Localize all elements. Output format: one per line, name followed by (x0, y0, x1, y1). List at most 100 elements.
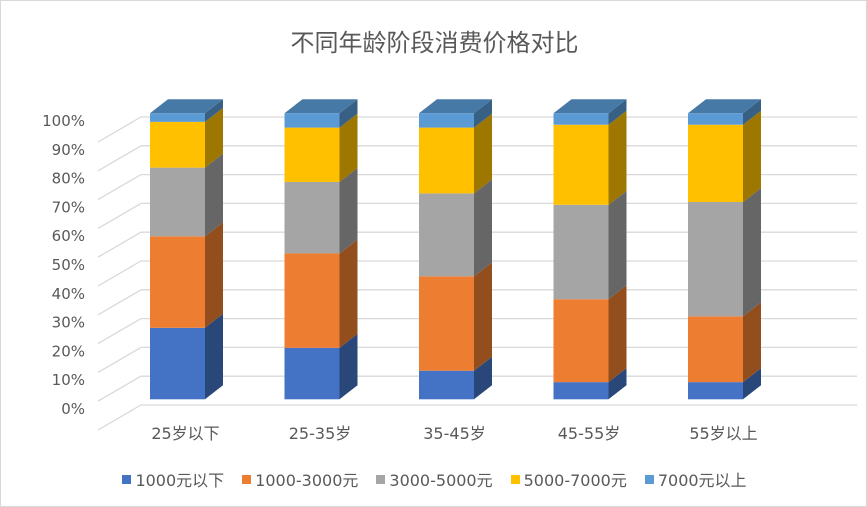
bar-segment-side (608, 190, 627, 300)
bar-segment-front (553, 382, 609, 400)
gridline-diagonal (97, 145, 142, 172)
bar-top-face (150, 99, 223, 114)
bar-segment-front (419, 276, 474, 371)
bar-segment-front (419, 113, 474, 128)
legend-swatch (510, 474, 520, 484)
legend-label: 1000-3000元 (255, 471, 359, 490)
legend-label: 1000元以下 (135, 471, 225, 490)
y-tick-label: 70% (52, 198, 85, 216)
x-category-label: 45-55岁 (558, 424, 621, 443)
x-category-label: 55岁以上 (689, 424, 757, 443)
bar-segment-side (743, 99, 761, 125)
bar-segment-side (608, 99, 627, 125)
x-category-label: 35-45岁 (423, 424, 486, 443)
y-tick-label: 60% (52, 227, 85, 245)
bar-top-face (553, 99, 627, 114)
legend-item: 1000-3000元 (242, 467, 358, 491)
bar-segment-side (743, 368, 761, 400)
bar-top-face (284, 99, 358, 114)
legend-label: 7000元以上 (657, 471, 747, 490)
bar-top-face (688, 99, 761, 114)
bar-segment-front (419, 370, 474, 400)
bar-segment-side (608, 110, 627, 205)
bar-segment-front (284, 113, 340, 128)
bar-segment-side (743, 302, 761, 383)
bar-segment-front (553, 124, 609, 205)
bar-segment-side (608, 285, 627, 383)
bar-segment-side (205, 99, 223, 122)
bar-segment-front (284, 347, 340, 400)
bar-segment-front (553, 204, 609, 300)
bar-segment-front (688, 382, 743, 400)
bar-segment-side (474, 179, 492, 277)
gridline-diagonal (97, 404, 142, 431)
bar-segment-front (150, 121, 205, 168)
bar-segment-side (339, 167, 358, 254)
bar-segment-side (474, 99, 492, 128)
legend-label: 3000-5000元 (389, 471, 493, 490)
bar-segment-side (205, 313, 223, 400)
bar-segment-front (688, 124, 743, 202)
legend-item: 7000元以上 (644, 467, 747, 491)
legend-item: 3000-5000元 (376, 467, 493, 491)
y-tick-label: 100% (42, 112, 85, 130)
gridline-diagonal (97, 346, 142, 373)
gridline-diagonal (97, 289, 142, 316)
bar-segment-front (688, 113, 743, 125)
gridline-diagonal (97, 202, 142, 229)
y-tick-label: 90% (52, 141, 85, 159)
bar-segment-front (688, 316, 743, 383)
bar-segment-front (150, 113, 205, 122)
y-tick-label: 50% (52, 256, 85, 274)
bar-segment-front (150, 327, 205, 400)
bar-segment-side (205, 107, 223, 168)
bar-segment-front (553, 113, 609, 125)
legend-swatch (122, 474, 132, 484)
bar-segment-side (743, 110, 761, 202)
legend-swatch (376, 474, 386, 484)
bar-segment-side (339, 99, 358, 128)
bar-segment-front (419, 193, 474, 277)
legend-label: 5000-7000元 (523, 471, 627, 490)
y-tick-label: 0% (61, 400, 85, 418)
gridline-diagonal (97, 174, 142, 201)
legend-item: 1000元以下 (122, 467, 224, 491)
gridline-diagonal (97, 260, 142, 287)
x-category-label: 25-35岁 (289, 424, 352, 443)
bar-segment-side (474, 113, 492, 194)
gridline-diagonal (97, 318, 142, 345)
bar-segment-side (205, 153, 223, 237)
legend-swatch (242, 474, 252, 484)
bar-segment-side (339, 333, 358, 400)
bar-segment-side (474, 262, 492, 371)
y-tick-label: 20% (52, 342, 85, 360)
bar-top-face (419, 99, 492, 114)
bar-segment-front (688, 201, 743, 317)
gridline-diagonal (97, 231, 142, 258)
gridline-diagonal (97, 116, 142, 143)
bar-segment-side (608, 368, 627, 400)
bar-segment-front (284, 253, 340, 348)
gridline-diagonal (97, 375, 142, 402)
y-tick-label: 80% (52, 170, 85, 188)
bar-segment-front (419, 127, 474, 194)
bar-segment-side (205, 222, 223, 328)
bar-segment-front (284, 127, 340, 182)
x-category-label: 25岁以下 (151, 424, 219, 443)
bar-segment-side (339, 239, 358, 348)
bar-segment-side (474, 356, 492, 400)
bar-segment-front (284, 181, 340, 254)
y-tick-label: 10% (52, 371, 85, 389)
bar-segment-side (339, 113, 358, 182)
chart-title: 不同年龄阶段消费价格对比 (290, 29, 579, 57)
legend-item: 5000-7000元 (510, 467, 627, 491)
bar-segment-front (150, 236, 205, 328)
bar-segment-front (553, 299, 609, 383)
bar-segment-side (743, 187, 761, 317)
bar-segment-front (150, 167, 205, 237)
legend: 1000元以下 1000-3000元 3000-5000元 5000-7000元 700… (1, 467, 866, 491)
legend-swatch (644, 474, 654, 484)
y-tick-label: 30% (52, 314, 85, 332)
